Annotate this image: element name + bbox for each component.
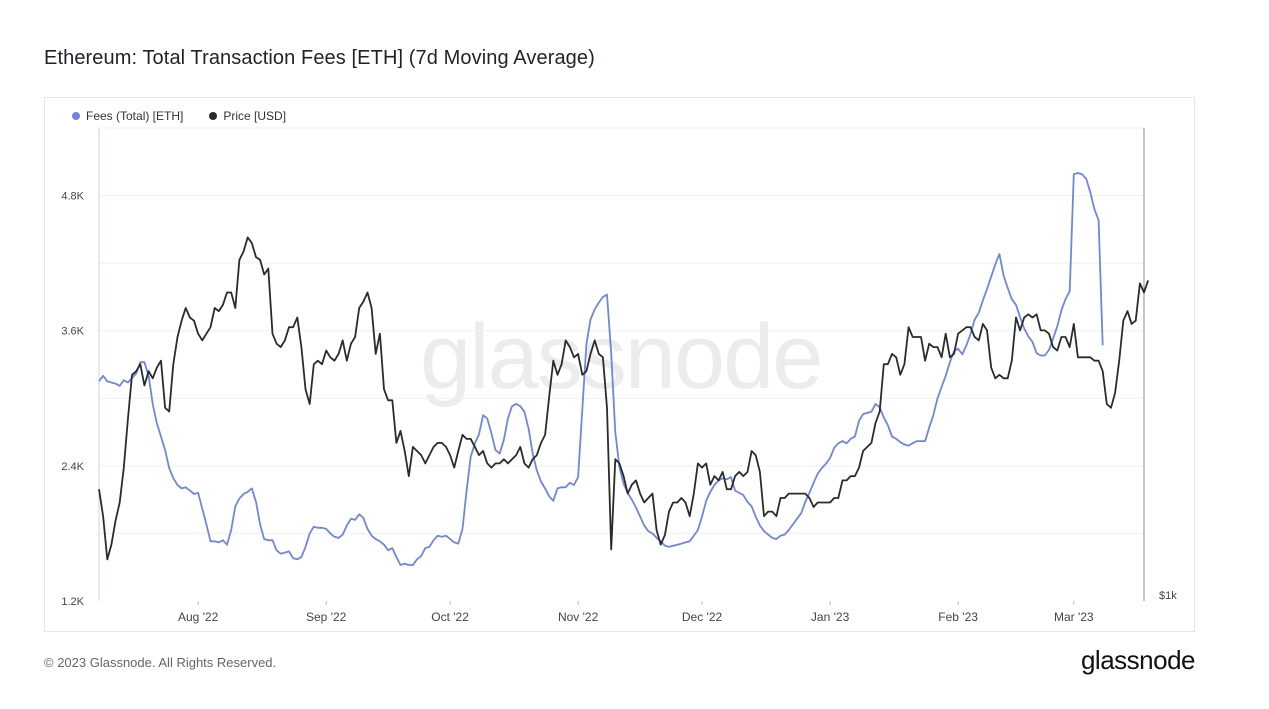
y-right-tick-label: $1k — [1159, 590, 1177, 602]
legend-label-fees: Fees (Total) [ETH] — [86, 109, 184, 123]
y-tick-label: 2.4K — [61, 461, 84, 473]
x-tick-label: Dec '22 — [682, 610, 723, 624]
copyright-text: © 2023 Glassnode. All Rights Reserved. — [44, 655, 277, 670]
x-tick-label: Jan '23 — [811, 610, 850, 624]
legend-item-price[interactable]: Price [USD] — [209, 109, 286, 123]
y-tick-label: 3.6K — [61, 326, 84, 338]
x-tick-label: Aug '22 — [178, 610, 219, 624]
x-tick-label: Sep '22 — [306, 610, 347, 624]
x-tick-label: Mar '23 — [1054, 610, 1094, 624]
chart-frame — [44, 97, 1195, 632]
y-tick-label: 4.8K — [61, 191, 84, 203]
series-line-price — [98, 236, 1149, 561]
legend-dot-price-icon — [209, 112, 218, 120]
legend-label-price: Price [USD] — [223, 109, 287, 123]
y-tick-label: 1.2K — [61, 596, 84, 608]
chart-title: Ethereum: Total Transaction Fees [ETH] (… — [44, 47, 595, 69]
x-tick-label: Oct '22 — [431, 610, 469, 624]
x-tick-label: Feb '23 — [938, 610, 978, 624]
chart-legend: Fees (Total) [ETH] Price [USD] — [72, 109, 286, 123]
legend-item-fees[interactable]: Fees (Total) [ETH] — [72, 109, 183, 123]
legend-dot-fees-icon — [72, 112, 80, 120]
series-line-fees — [98, 172, 1104, 566]
x-tick-label: Nov '22 — [558, 610, 599, 624]
glassnode-logo[interactable]: glassnode — [1080, 645, 1196, 675]
